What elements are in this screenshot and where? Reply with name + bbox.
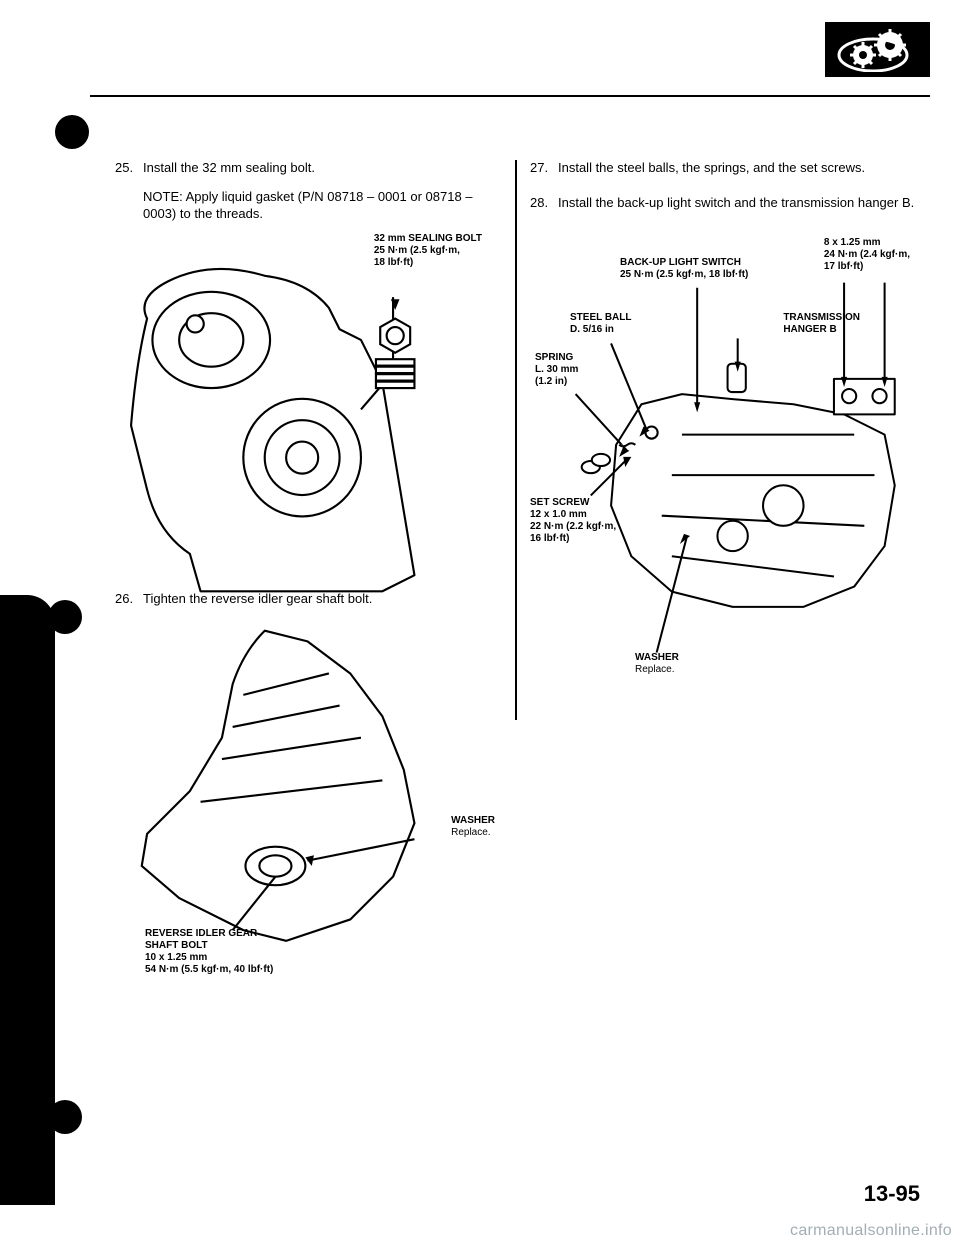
transmission-diagram: BACK-UP LIGHT SWITCH 25 N·m (2.5 kgf·m, …	[530, 232, 915, 702]
diagram-svg	[115, 233, 500, 597]
label-line: 10 x 1.25 mm	[145, 952, 273, 964]
step-number: 25.	[115, 160, 143, 177]
step-text: Install the steel balls, the springs, an…	[558, 160, 915, 177]
step-25: 25. Install the 32 mm sealing bolt.	[115, 160, 500, 177]
label-line: WASHER	[451, 815, 495, 827]
label-line: SHAFT BOLT	[145, 940, 273, 952]
sealing-bolt-diagram: 32 mm SEALING BOLT 25 N·m (2.5 kgf·m, 18…	[115, 233, 500, 573]
label-line: REVERSE IDLER GEAR	[145, 928, 273, 940]
page-binding-line	[20, 630, 22, 1090]
sealing-bolt-label: 32 mm SEALING BOLT 25 N·m (2.5 kgf·m, 18…	[374, 233, 482, 269]
header-divider	[90, 95, 930, 97]
page-binding	[0, 595, 55, 1205]
page-number: 13-95	[864, 1181, 920, 1207]
step-27: 27. Install the steel balls, the springs…	[530, 160, 915, 177]
label-line: 18 lbf·ft)	[374, 257, 482, 269]
washer-label: WASHER Replace.	[451, 815, 495, 839]
label-line: 54 N·m (5.5 kgf·m, 40 lbf·ft)	[145, 964, 273, 976]
manual-page: 25. Install the 32 mm sealing bolt. NOTE…	[0, 0, 960, 1242]
left-column: 25. Install the 32 mm sealing bolt. NOTE…	[100, 160, 515, 1172]
reverse-idler-label: REVERSE IDLER GEAR SHAFT BOLT 10 x 1.25 …	[145, 928, 273, 976]
source-watermark: carmanualsonline.info	[790, 1222, 952, 1240]
gears-header-icon	[825, 22, 930, 77]
diagram-svg	[530, 232, 915, 708]
step-28: 28. Install the back-up light switch and…	[530, 195, 915, 212]
step-text: Install the back-up light switch and the…	[558, 195, 915, 212]
step-text: Install the 32 mm sealing bolt.	[143, 160, 500, 177]
content-columns: 25. Install the 32 mm sealing bolt. NOTE…	[100, 160, 930, 1172]
step-number: 27.	[530, 160, 558, 177]
idler-shaft-diagram: WASHER Replace. REVERSE IDLER GEAR SHAFT…	[115, 620, 500, 980]
label-line: Replace.	[451, 827, 495, 839]
right-column: 27. Install the steel balls, the springs…	[515, 160, 930, 1172]
step-number: 28.	[530, 195, 558, 212]
binder-tab-icon	[55, 115, 89, 149]
label-line: 32 mm SEALING BOLT	[374, 233, 482, 245]
step-25-note: NOTE: Apply liquid gasket (P/N 08718 – 0…	[143, 189, 500, 223]
label-line: 25 N·m (2.5 kgf·m,	[374, 245, 482, 257]
